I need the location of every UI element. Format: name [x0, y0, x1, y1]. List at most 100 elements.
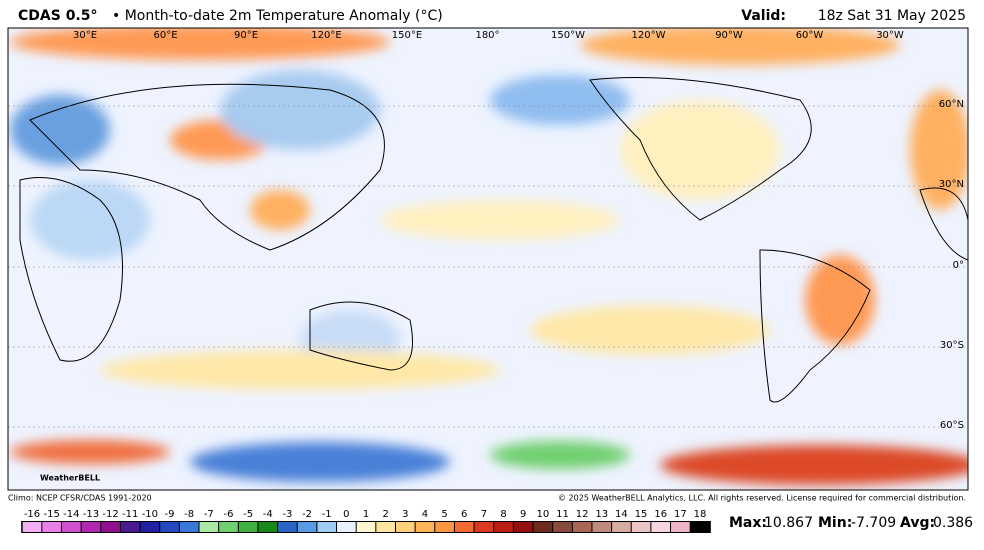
colorbar-label: 17 — [674, 509, 687, 520]
colorbar-label: 0 — [343, 509, 349, 520]
colorbar-label: 10 — [536, 509, 549, 520]
colorbar-swatch — [553, 522, 572, 532]
longitude-label: 150°W — [551, 30, 585, 41]
colorbar-label: -4 — [263, 509, 273, 520]
longitude-label: 90°W — [715, 30, 743, 41]
colorbar-swatch — [219, 522, 238, 532]
graticule — [8, 105, 968, 428]
longitude-label: 60°E — [153, 30, 177, 41]
colorbar-label: -10 — [142, 509, 158, 520]
colorbar-swatch — [258, 522, 278, 532]
colorbar-swatch — [572, 522, 592, 532]
colorbar-swatch — [356, 522, 376, 532]
valid-time: 18z Sat 31 May 2025 — [818, 8, 966, 24]
colorbar-label: -16 — [24, 509, 40, 520]
colorbar-label: 8 — [500, 509, 506, 520]
colorbar-swatch — [42, 522, 61, 532]
colorbar-label: 7 — [481, 509, 487, 520]
colorbar-swatch — [435, 522, 454, 532]
colorbar-swatch — [513, 522, 533, 532]
colorbar-swatch — [415, 522, 435, 532]
colorbar-swatch — [376, 522, 395, 532]
colorbar-swatch — [81, 522, 101, 532]
colorbar-swatch — [278, 522, 297, 532]
longitude-label: 120°W — [632, 30, 666, 41]
colorbar-label: -15 — [43, 509, 59, 520]
avg-label: Avg: — [900, 515, 935, 531]
colorbar-label: -14 — [63, 509, 79, 520]
colorbar-label: -3 — [282, 509, 292, 520]
colorbar-swatch — [337, 522, 356, 532]
colorbar-label: -8 — [184, 509, 194, 520]
latitude-label: 0° — [953, 260, 964, 271]
colorbar-swatch — [22, 522, 42, 532]
min-value: -7.709 — [851, 515, 896, 531]
colorbar-swatch — [631, 522, 651, 532]
colorbar-label: -1 — [322, 509, 332, 520]
title: • Month-to-date 2m Temperature Anomaly (… — [112, 8, 443, 24]
colorbar-swatch — [494, 522, 513, 532]
longitude-label: 30°W — [876, 30, 904, 41]
colorbar-label: -13 — [83, 509, 99, 520]
colorbar-label: -2 — [302, 509, 312, 520]
colorbar-label: 5 — [441, 509, 447, 520]
colorbar-swatch — [612, 522, 631, 532]
map-frame — [7, 27, 969, 491]
colorbar-swatch — [179, 522, 199, 532]
colorbar-swatch — [671, 522, 690, 532]
colorbar-swatch — [651, 522, 671, 532]
latitude-label: 30°N — [939, 179, 964, 190]
colorbar-label: 1 — [363, 509, 369, 520]
max-value: 10.867 — [764, 515, 813, 531]
colorbar-label: 6 — [461, 509, 467, 520]
colorbar-label: 18 — [694, 509, 707, 520]
colorbar-label: -12 — [102, 509, 118, 520]
colorbar-swatch — [395, 522, 415, 532]
longitude-label: 150°E — [392, 30, 422, 41]
colorbar-swatch — [61, 522, 81, 532]
climo: Climo: NCEP CFSR/CDAS 1991-2020 — [8, 494, 152, 503]
avg-value: 0.386 — [933, 515, 973, 531]
valid-label: Valid: — [741, 8, 786, 24]
colorbar-label: 4 — [422, 509, 428, 520]
colorbar-label: 15 — [635, 509, 648, 520]
copyright: © 2025 WeatherBELL Analytics, LLC. All r… — [558, 494, 966, 503]
colorbar-label: -11 — [122, 509, 138, 520]
longitude-label: 90°E — [234, 30, 258, 41]
colorbar-label: -7 — [204, 509, 214, 520]
min-label: Min: — [818, 515, 852, 531]
colorbar-label: 14 — [615, 509, 628, 520]
colorbar-swatch — [297, 522, 317, 532]
colorbar-label: -9 — [165, 509, 175, 520]
longitude-label: 60°W — [796, 30, 824, 41]
colorbar-swatch — [238, 522, 258, 532]
colorbar-swatch — [160, 522, 179, 532]
colorbar-swatch — [199, 522, 219, 532]
colorbar-label: 9 — [520, 509, 526, 520]
product: CDAS 0.5° — [18, 8, 98, 24]
colorbar-swatch — [140, 522, 160, 532]
colorbar-swatch — [592, 522, 612, 532]
longitude-label: 30°E — [73, 30, 97, 41]
colorbar-label: 16 — [654, 509, 667, 520]
colorbar-swatch — [533, 522, 553, 532]
colorbar-swatch — [317, 522, 337, 532]
longitude-label: 120°E — [311, 30, 341, 41]
map-background — [8, 28, 968, 490]
colorbar-swatch — [474, 522, 494, 532]
colorbar-swatch — [101, 522, 120, 532]
colorbar-label: -6 — [223, 509, 233, 520]
colorbar-swatch — [454, 522, 474, 532]
colorbar-label: 11 — [556, 509, 569, 520]
logo: WeatherBELL — [40, 474, 100, 483]
colorbar-label: 2 — [382, 509, 388, 520]
colorbar-label: -5 — [243, 509, 253, 520]
latitude-label: 60°N — [939, 99, 964, 110]
latitude-label: 30°S — [940, 340, 964, 351]
max-label: Max: — [729, 515, 767, 531]
colorbar-swatch — [120, 522, 140, 532]
colorbar-label: 3 — [402, 509, 408, 520]
map: WeatherBELL — [7, 27, 969, 491]
latitude-label: 60°S — [940, 420, 964, 431]
